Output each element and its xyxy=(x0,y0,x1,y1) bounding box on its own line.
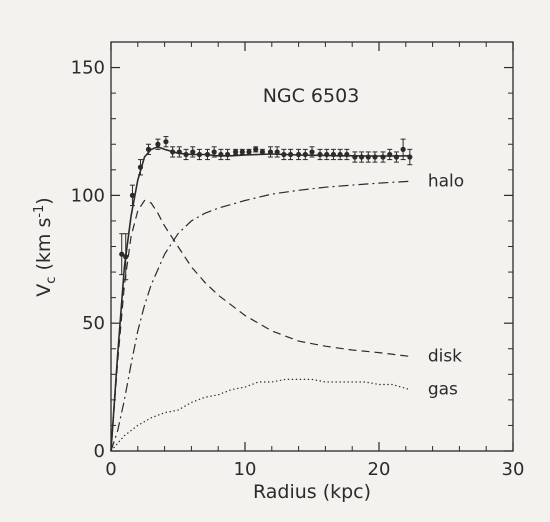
data-point xyxy=(123,254,129,260)
data-point xyxy=(407,154,413,160)
x-tick-label: 20 xyxy=(368,459,391,480)
data-point xyxy=(330,151,337,158)
y-tick-label: 100 xyxy=(71,185,105,206)
data-point xyxy=(372,154,378,160)
data-point xyxy=(274,149,280,155)
data-point xyxy=(137,164,144,170)
data-point xyxy=(324,151,330,158)
data-point xyxy=(119,251,125,257)
data-point xyxy=(309,149,315,155)
x-tick-label: 10 xyxy=(234,459,257,480)
data-point xyxy=(239,149,245,155)
halo-label: halo xyxy=(428,171,464,191)
data-point xyxy=(365,154,371,160)
data-point xyxy=(400,146,406,152)
data-point xyxy=(183,151,189,158)
y-axis-label-units: (km s xyxy=(33,218,55,277)
data-point xyxy=(344,151,350,158)
data-point xyxy=(337,151,343,158)
data-point xyxy=(145,146,152,152)
data-point xyxy=(352,154,358,160)
total-curve xyxy=(110,145,410,452)
x-axis-label: Radius (kpc) xyxy=(253,481,371,503)
y-axis-label: Vc (km s-1) xyxy=(32,197,59,296)
data-point xyxy=(358,154,365,160)
y-axis-label-close: ) xyxy=(33,197,55,204)
disk-curve xyxy=(110,199,410,452)
data-point xyxy=(287,151,294,158)
y-axis-label-subscript: c xyxy=(44,277,59,284)
data-point xyxy=(253,146,259,152)
disk-label: disk xyxy=(428,346,462,366)
data-point xyxy=(190,149,196,155)
data-point xyxy=(259,149,266,155)
data-point xyxy=(387,151,393,158)
x-tick-label: 0 xyxy=(105,459,116,480)
chart-title: NGC 6503 xyxy=(263,85,360,107)
data-point xyxy=(218,151,224,158)
data-point xyxy=(224,151,231,158)
gas-label: gas xyxy=(428,380,458,400)
data-point xyxy=(296,151,302,158)
data-point xyxy=(393,154,400,160)
data-point xyxy=(211,149,217,155)
data-point xyxy=(196,151,203,158)
data-point xyxy=(267,149,274,155)
y-tick-label: 0 xyxy=(94,441,105,462)
data-point xyxy=(281,151,287,158)
data-point xyxy=(246,149,252,155)
data-point xyxy=(155,141,161,147)
x-tick-label: 30 xyxy=(502,459,525,480)
y-axis-label-symbol: V xyxy=(33,284,55,297)
data-point xyxy=(163,139,169,145)
data-point xyxy=(176,149,182,155)
data-point xyxy=(129,192,136,198)
gas-curve xyxy=(110,378,410,452)
data-point xyxy=(170,149,176,155)
y-tick-label: 50 xyxy=(82,313,105,334)
data-point xyxy=(302,151,308,158)
y-axis-label-exponent: -1 xyxy=(32,205,47,218)
data-point xyxy=(317,151,323,158)
data-point xyxy=(204,151,211,158)
halo-curve xyxy=(110,180,410,452)
data-point xyxy=(380,154,386,160)
data-point xyxy=(233,149,239,155)
y-tick-label: 150 xyxy=(71,58,105,79)
